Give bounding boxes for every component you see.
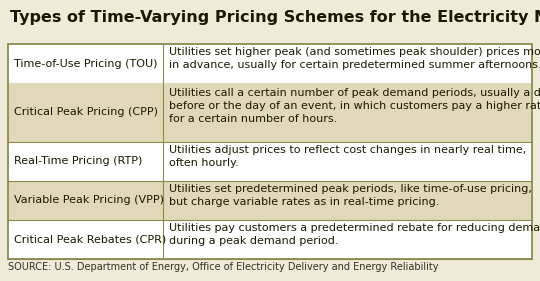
Bar bbox=[163, 142, 532, 181]
Text: Time-of-Use Pricing (TOU): Time-of-Use Pricing (TOU) bbox=[14, 58, 158, 69]
Bar bbox=[8, 142, 163, 181]
Bar bbox=[8, 220, 163, 259]
Bar bbox=[163, 181, 532, 220]
Text: Utilities pay customers a predetermined rebate for reducing demand
during a peak: Utilities pay customers a predetermined … bbox=[168, 223, 540, 246]
Text: Utilities set higher peak (and sometimes peak shoulder) prices months
in advance: Utilities set higher peak (and sometimes… bbox=[168, 47, 540, 70]
Bar bbox=[8, 83, 163, 142]
Text: Critical Peak Pricing (CPP): Critical Peak Pricing (CPP) bbox=[14, 107, 158, 117]
Bar bbox=[8, 44, 163, 83]
Bar bbox=[163, 83, 532, 142]
Text: Utilities call a certain number of peak demand periods, usually a day
before or : Utilities call a certain number of peak … bbox=[168, 88, 540, 124]
Bar bbox=[163, 220, 532, 259]
Text: Critical Peak Rebates (CPR): Critical Peak Rebates (CPR) bbox=[14, 234, 166, 244]
Text: Utilities adjust prices to reflect cost changes in nearly real time,
often hourl: Utilities adjust prices to reflect cost … bbox=[168, 145, 526, 168]
Text: Variable Peak Pricing (VPP): Variable Peak Pricing (VPP) bbox=[14, 195, 164, 205]
Bar bbox=[8, 44, 532, 259]
Bar bbox=[8, 181, 163, 220]
Text: Types of Time-Varying Pricing Schemes for the Electricity Market: Types of Time-Varying Pricing Schemes fo… bbox=[10, 10, 540, 25]
Text: SOURCE: U.S. Department of Energy, Office of Electricity Delivery and Energy Rel: SOURCE: U.S. Department of Energy, Offic… bbox=[8, 262, 438, 272]
Text: Real-Time Pricing (RTP): Real-Time Pricing (RTP) bbox=[14, 156, 143, 166]
Bar bbox=[163, 44, 532, 83]
Text: Utilities set predetermined peak periods, like time-of-use pricing,
but charge v: Utilities set predetermined peak periods… bbox=[168, 184, 531, 207]
